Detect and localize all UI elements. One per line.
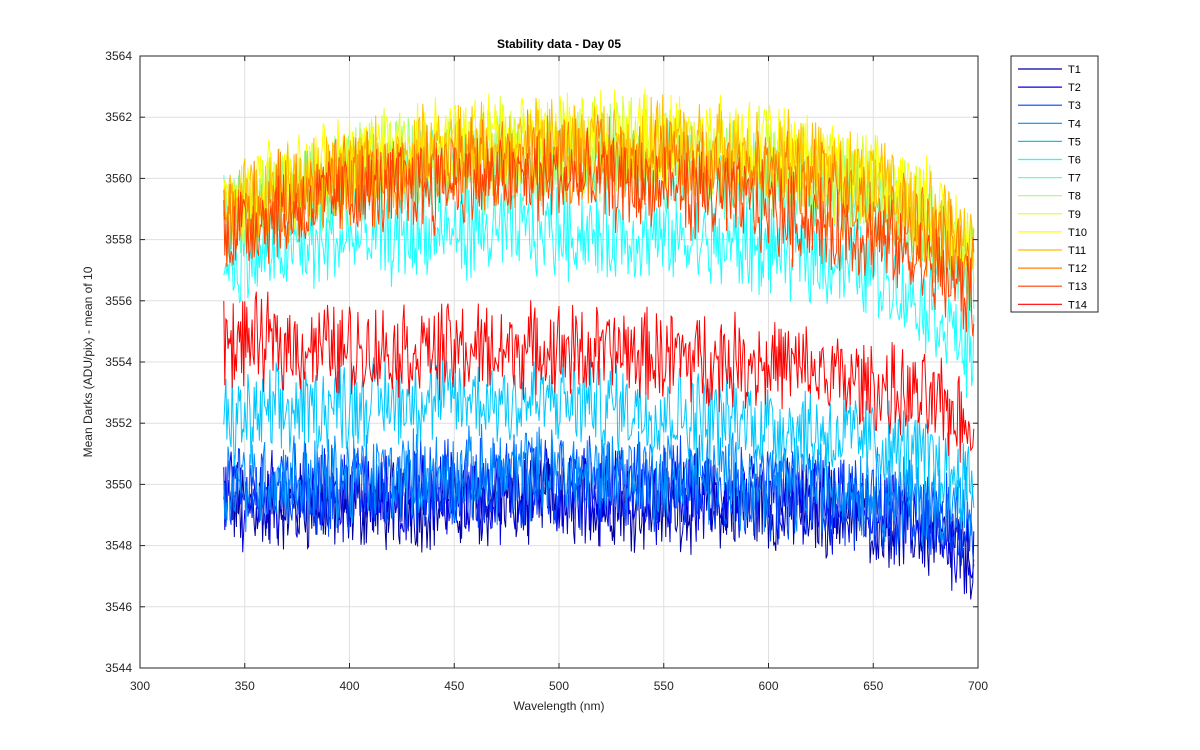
x-tick-label: 500 [549, 679, 569, 693]
x-tick-label: 650 [863, 679, 883, 693]
y-tick-label: 3544 [105, 661, 132, 675]
legend-label: T4 [1068, 118, 1081, 130]
y-tick-label: 3562 [105, 110, 132, 124]
axis-ticks: 300 350 400 450 500 550 600 650 700 3544 3546 3548 3… [105, 49, 988, 693]
y-tick-label: 3554 [105, 355, 132, 369]
x-tick-label: 450 [444, 679, 464, 693]
series-line-t6 [223, 182, 975, 399]
legend-box [1010, 55, 1099, 313]
y-tick-label: 3564 [105, 49, 132, 63]
legend-label: T14 [1068, 299, 1087, 311]
legend-label: T13 [1068, 281, 1087, 293]
y-tick-label: 3548 [105, 539, 132, 553]
x-tick-label: 600 [758, 679, 778, 693]
y-tick-label: 3546 [105, 600, 132, 614]
legend-label: T8 [1068, 191, 1081, 203]
x-axis-label: Wavelength (nm) [514, 699, 605, 713]
legend-label: T9 [1068, 209, 1081, 221]
series-line-t14 [223, 291, 975, 463]
legend-label: T6 [1068, 155, 1081, 167]
series-line-t12 [223, 109, 975, 294]
legend-label: T5 [1068, 136, 1081, 148]
legend-label: T3 [1068, 100, 1081, 112]
y-tick-label: 3558 [105, 233, 132, 247]
legend-label: T10 [1068, 227, 1087, 239]
x-tick-label: 300 [130, 679, 150, 693]
y-tick-label: 3556 [105, 294, 132, 308]
legend-label: T11 [1068, 245, 1086, 257]
series-line-t4 [223, 423, 975, 547]
x-tick-label: 700 [968, 679, 988, 693]
chart-title: Stability data - Day 05 [497, 37, 621, 51]
legend-label: T12 [1068, 263, 1087, 275]
y-tick-label: 3552 [105, 416, 132, 430]
y-tick-label: 3560 [105, 171, 132, 185]
x-tick-label: 550 [654, 679, 674, 693]
legend[interactable]: T1 T2 T3 T4 T5 T6 T7 T8 T9 T10 T11 T12 T13 T14 [1010, 55, 1099, 313]
legend-label: T7 [1068, 173, 1081, 185]
x-tick-label: 350 [235, 679, 255, 693]
y-tick-label: 3550 [105, 477, 132, 491]
x-tick-label: 400 [339, 679, 359, 693]
series-line-t13 [223, 127, 975, 337]
legend-label: T1 [1068, 64, 1081, 76]
legend-label: T2 [1068, 82, 1081, 94]
y-axis-label: Mean Darks (ADU/pix) - mean of 10 [81, 266, 95, 457]
series-lines [223, 88, 975, 600]
